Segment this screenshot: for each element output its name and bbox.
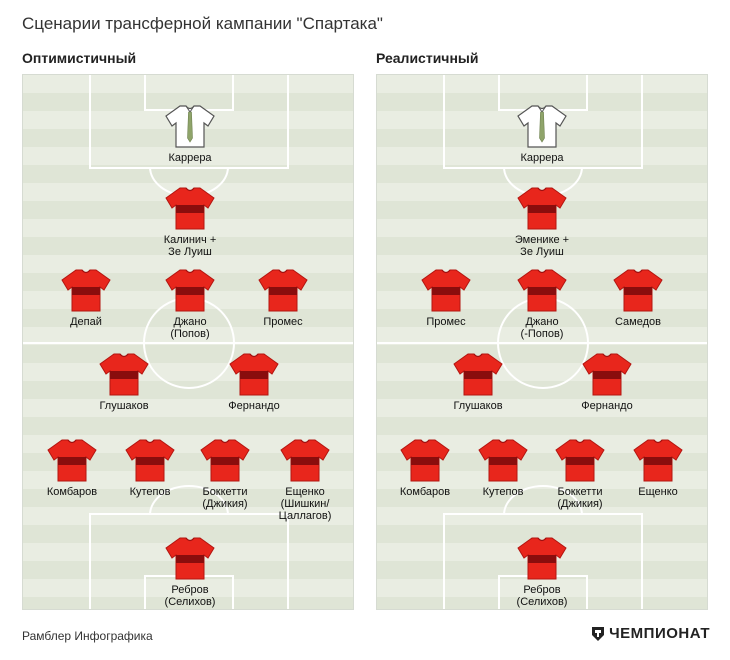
subtitle-optimistic: Оптимистичный bbox=[22, 50, 137, 66]
player-card: Каррера bbox=[135, 104, 245, 164]
team-shirt-icon bbox=[400, 439, 450, 482]
team-shirt-icon bbox=[280, 439, 330, 482]
footer-source: Рамблер Инфографика bbox=[22, 629, 153, 643]
player-card: Боккетти (Джикия) bbox=[525, 438, 635, 510]
player-card: Джано (-Попов) bbox=[487, 268, 597, 340]
team-shirt-icon bbox=[613, 269, 663, 312]
player-card: Комбаров bbox=[370, 438, 480, 498]
team-shirt-icon bbox=[478, 439, 528, 482]
player-name: Ребров (Селихов) bbox=[516, 584, 568, 608]
player-name: Кутепов bbox=[482, 486, 524, 498]
player-card: Ребров (Селихов) bbox=[135, 536, 245, 608]
team-shirt-icon bbox=[99, 353, 149, 396]
player-card: Фернандо bbox=[552, 352, 662, 412]
player-name: Боккетти (Джикия) bbox=[202, 486, 248, 510]
team-shirt-icon bbox=[517, 269, 567, 312]
player-name: Джано (-Попов) bbox=[520, 316, 564, 340]
player-card: Депай bbox=[31, 268, 141, 328]
player-name: Комбаров bbox=[399, 486, 451, 498]
player-name: Депай bbox=[70, 316, 102, 328]
team-shirt-icon bbox=[517, 187, 567, 230]
player-card: Комбаров bbox=[17, 438, 127, 498]
player-card: Ещенко (Шишкин/ Цаллагов) bbox=[250, 438, 360, 522]
player-card: Калинич + Зе Луиш bbox=[135, 186, 245, 258]
player-card: Джано (Попов) bbox=[135, 268, 245, 340]
subtitle-realistic: Реалистичный bbox=[376, 50, 479, 66]
team-shirt-icon bbox=[165, 187, 215, 230]
player-card: Промес bbox=[228, 268, 338, 328]
team-shirt-icon bbox=[582, 353, 632, 396]
player-card: Кутепов bbox=[95, 438, 205, 498]
team-shirt-icon bbox=[47, 439, 97, 482]
team-shirt-icon bbox=[517, 537, 567, 580]
team-shirt-icon bbox=[200, 439, 250, 482]
player-name: Комбаров bbox=[46, 486, 98, 498]
player-card: Промес bbox=[391, 268, 501, 328]
team-shirt-icon bbox=[633, 439, 683, 482]
team-shirt-icon bbox=[258, 269, 308, 312]
goalkeeper-shirt-icon bbox=[165, 105, 215, 148]
player-card: Глушаков bbox=[69, 352, 179, 412]
player-card: Ещенко bbox=[603, 438, 713, 498]
player-card: Фернандо bbox=[199, 352, 309, 412]
player-card: Ребров (Селихов) bbox=[487, 536, 597, 608]
player-card: Кутепов bbox=[448, 438, 558, 498]
player-name: Каррера bbox=[520, 152, 564, 164]
player-name: Калинич + Зе Луиш bbox=[163, 234, 217, 258]
player-name: Глушаков bbox=[99, 400, 149, 412]
team-shirt-icon bbox=[125, 439, 175, 482]
championat-logo-icon bbox=[592, 626, 605, 641]
page-title: Сценарии трансферной кампании "Спартака" bbox=[22, 14, 383, 33]
player-name: Фернандо bbox=[228, 400, 280, 412]
goalkeeper-shirt-icon bbox=[517, 105, 567, 148]
player-name: Кутепов bbox=[129, 486, 171, 498]
player-name: Ещенко (Шишкин/ Цаллагов) bbox=[278, 486, 332, 522]
team-shirt-icon bbox=[421, 269, 471, 312]
player-name: Эменике + Зе Луиш bbox=[514, 234, 570, 258]
team-shirt-icon bbox=[61, 269, 111, 312]
player-name: Джано (Попов) bbox=[170, 316, 210, 340]
team-shirt-icon bbox=[555, 439, 605, 482]
player-card: Глушаков bbox=[423, 352, 533, 412]
player-name: Промес bbox=[263, 316, 303, 328]
player-card: Каррера bbox=[487, 104, 597, 164]
brand-name: ЧЕМПИОНАТ bbox=[609, 625, 710, 642]
player-name: Ребров (Селихов) bbox=[164, 584, 216, 608]
team-shirt-icon bbox=[453, 353, 503, 396]
team-shirt-icon bbox=[229, 353, 279, 396]
player-name: Фернандо bbox=[581, 400, 633, 412]
player-name: Глушаков bbox=[453, 400, 503, 412]
player-card: Эменике + Зе Луиш bbox=[487, 186, 597, 258]
player-card: Боккетти (Джикия) bbox=[170, 438, 280, 510]
team-shirt-icon bbox=[165, 537, 215, 580]
player-name: Боккетти (Джикия) bbox=[557, 486, 603, 510]
pitch-optimistic bbox=[22, 74, 354, 610]
player-name: Ещенко bbox=[638, 486, 678, 498]
team-shirt-icon bbox=[165, 269, 215, 312]
player-card: Самедов bbox=[583, 268, 693, 328]
footer-brand: ЧЕМПИОНАТ bbox=[591, 625, 710, 642]
player-name: Самедов bbox=[614, 316, 661, 328]
player-name: Промес bbox=[426, 316, 466, 328]
player-name: Каррера bbox=[168, 152, 212, 164]
